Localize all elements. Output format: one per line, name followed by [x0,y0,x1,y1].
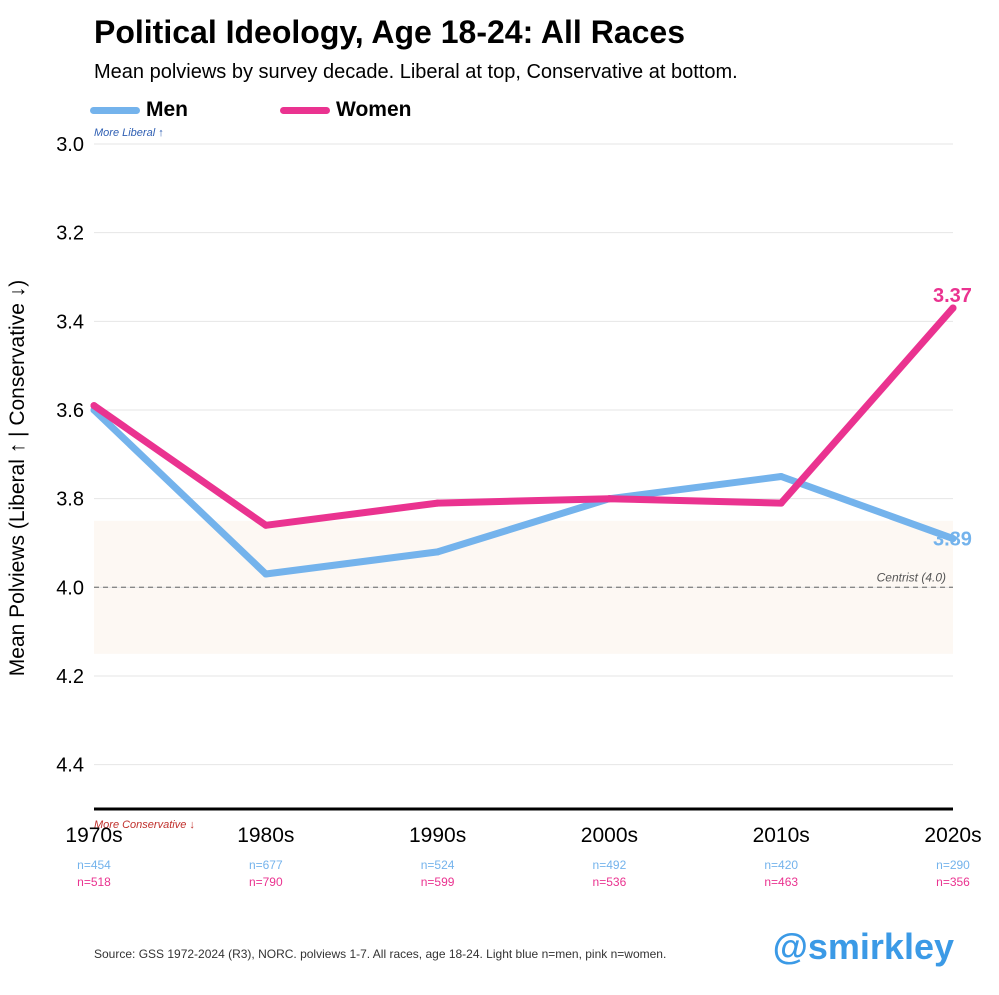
y-tick-label: 3.4 [56,311,84,333]
y-tick-label: 4.0 [56,577,84,599]
data-point-women [262,521,270,529]
chart-subtitle: Mean polviews by survey decade. Liberal … [94,61,738,83]
x-tick-label: 1980s [237,824,294,847]
n-count-women: n=599 [421,875,455,889]
y-tick-label: 3.8 [56,489,84,511]
data-point-women [605,495,613,503]
series-line-women [90,304,957,529]
legend-item-women: Women [280,96,411,124]
legend-label-women: Women [336,98,412,121]
data-point-women [434,499,442,507]
more-liberal-note: More Liberal ↑ [94,127,164,139]
n-count-men: n=290 [936,858,970,872]
legend: Men Women [90,96,510,124]
legend-label-men: Men [146,98,188,121]
data-point-men [949,535,957,543]
x-tick-label: 2020s [924,824,981,847]
legend-swatch-women [280,106,330,114]
series-line-men [90,406,957,578]
x-tick-label: 1970s [65,824,122,847]
data-point-women [777,499,785,507]
data-point-men [262,570,270,578]
n-count-women: n=518 [77,875,111,889]
legend-item-men: Men [90,96,188,124]
y-tick-label: 4.2 [56,666,84,688]
n-count-men: n=677 [249,858,283,872]
source-note: Source: GSS 1972-2024 (R3), NORC. polvie… [94,947,667,961]
author-handle: @smirkley [772,926,954,967]
n-count-men: n=524 [421,858,455,872]
x-tick-label: 2000s [581,824,638,847]
n-count-women: n=356 [936,875,970,889]
n-count-men: n=454 [77,858,111,872]
end-label-women: 3.37 [933,285,972,307]
centrist-label: Centrist (4.0) [877,570,946,584]
n-count-men: n=420 [764,858,798,872]
data-point-women [949,304,957,312]
legend-swatch-men [90,106,140,114]
end-label-men: 3.89 [933,529,972,551]
y-tick-label: 3.6 [56,400,84,422]
y-tick-label: 3.2 [56,223,84,245]
data-point-men [434,548,442,556]
y-tick-label: 3.0 [56,134,84,156]
y-tick-label: 4.4 [56,755,84,777]
n-count-women: n=790 [249,875,283,889]
n-count-women: n=463 [764,875,798,889]
more-conservative-note: More Conservative ↓ [94,819,195,831]
n-count-women: n=536 [593,875,627,889]
x-tick-label: 1990s [409,824,466,847]
n-count-men: n=492 [593,858,627,872]
data-point-women [90,402,98,410]
data-point-men [777,473,785,480]
chart-title: Political Ideology, Age 18-24: All Races [94,14,685,50]
x-tick-label: 2010s [753,824,810,847]
